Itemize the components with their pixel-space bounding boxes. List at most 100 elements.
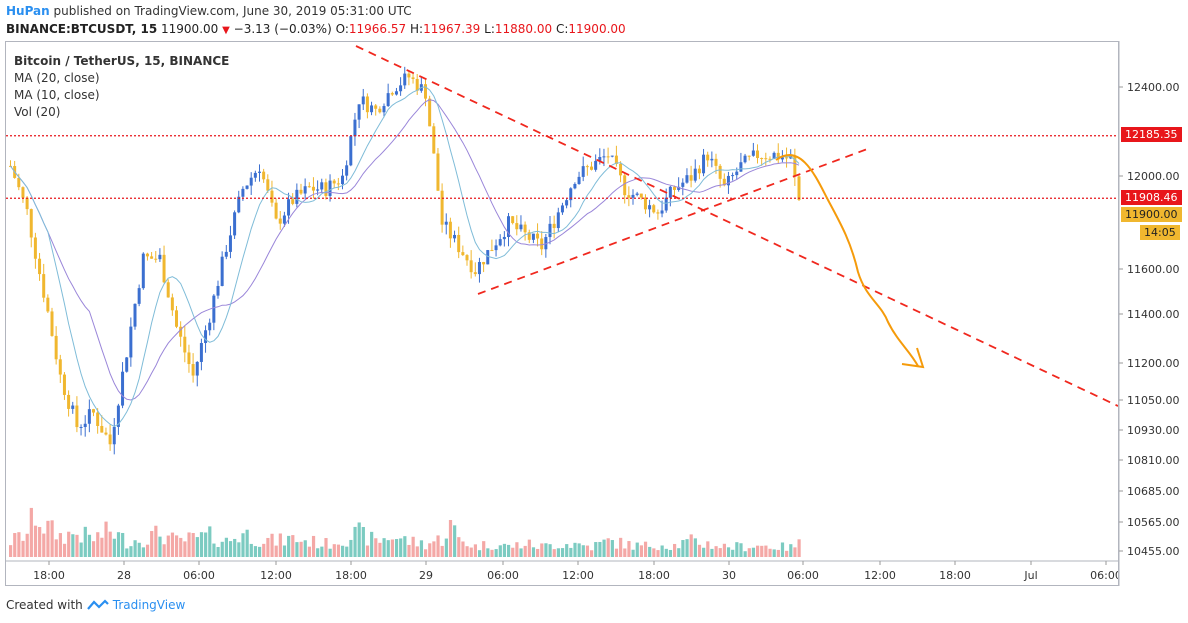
- candle-body: [428, 98, 432, 127]
- volume-bar: [656, 550, 660, 557]
- candle-body: [361, 96, 365, 105]
- price-tick-label: 10930.00: [1127, 424, 1180, 437]
- candle-body: [386, 93, 390, 107]
- candle-body: [498, 239, 502, 246]
- volume-bar: [253, 546, 258, 557]
- candle-body: [760, 158, 764, 160]
- volume-bar: [345, 546, 349, 557]
- volume-bar: [714, 546, 718, 557]
- candle-body: [112, 426, 116, 445]
- volume-bar: [428, 543, 432, 557]
- candle-body: [556, 212, 560, 229]
- volume-bar: [444, 538, 448, 557]
- volume-bar: [154, 525, 158, 557]
- tradingview-brand[interactable]: TradingView: [112, 598, 186, 612]
- volume-bar: [718, 548, 722, 557]
- candle-body: [523, 224, 527, 233]
- candle-body: [79, 427, 83, 429]
- candle-body: [751, 150, 755, 156]
- volume-bar: [13, 533, 17, 557]
- legend-vol[interactable]: Vol (20): [14, 105, 61, 119]
- volume-bar: [262, 543, 266, 557]
- candle-body: [195, 361, 199, 376]
- candle-body: [560, 205, 564, 213]
- candle-body: [374, 105, 378, 109]
- volume-bar: [96, 532, 100, 557]
- volume-bar: [639, 545, 643, 557]
- author-name[interactable]: HuPan: [6, 4, 50, 18]
- candle-body: [477, 262, 481, 275]
- low-value: 11880.00: [494, 22, 553, 36]
- volume-bar: [245, 529, 249, 557]
- candle-body: [577, 176, 581, 184]
- volume-bar: [175, 535, 179, 557]
- candle-body: [316, 189, 320, 191]
- volume-bar: [664, 548, 668, 557]
- ma10-line: [10, 86, 800, 427]
- volume-bar: [133, 540, 137, 557]
- level-upper-tag: 12185.35: [1121, 127, 1182, 142]
- volume-bar: [710, 548, 714, 557]
- candle-body: [785, 157, 789, 159]
- chart-pane[interactable]: 18:00 28 06:00 12:00 18:00 29 06:00 12:00 18:00 3…: [5, 41, 1119, 586]
- volume-bar: [46, 520, 50, 557]
- volume-bar: [619, 537, 623, 557]
- candle-body: [743, 155, 747, 163]
- volume-bar: [411, 536, 415, 557]
- volume-bar: [735, 542, 739, 557]
- volume-bar: [195, 537, 199, 557]
- candle-body: [635, 193, 639, 195]
- legend-ma20[interactable]: MA (20, close): [14, 71, 100, 85]
- volume-bar: [42, 533, 46, 557]
- volume-bar: [756, 545, 760, 557]
- volume-bar: [743, 551, 747, 557]
- candle-body: [490, 250, 494, 252]
- price-chart[interactable]: 18:00 28 06:00 12:00 18:00 29 06:00 12:00 18:00 3…: [6, 42, 1119, 586]
- candle-body: [274, 202, 278, 219]
- candle-body: [137, 288, 141, 304]
- volume-bar: [187, 532, 191, 557]
- candle-body: [233, 212, 237, 236]
- candle-body: [390, 93, 394, 95]
- volume-bar: [386, 540, 390, 557]
- price-tick-label: 12400.00: [1127, 81, 1180, 94]
- candle-body: [598, 156, 602, 161]
- volume-bar: [141, 547, 145, 557]
- volume-bar: [324, 538, 328, 557]
- price-tick-label: 12000.00: [1127, 170, 1180, 183]
- volume-bar: [768, 548, 772, 557]
- candle-body: [614, 155, 618, 165]
- price-tick-label: 11200.00: [1127, 357, 1180, 370]
- candle-body: [643, 197, 647, 210]
- price-axis[interactable]: 12400.00 12000.00 11600.00 11400.00 11200.00…: [1118, 41, 1188, 586]
- candle-body: [141, 253, 145, 289]
- volume-bar: [378, 542, 382, 557]
- candle-body: [606, 156, 610, 158]
- volume-bar: [697, 544, 702, 557]
- volume-bar: [560, 548, 565, 557]
- candle-body: [83, 423, 87, 428]
- candle-body: [648, 205, 652, 210]
- candle-body: [179, 326, 183, 337]
- candle-body: [237, 196, 241, 213]
- time-tick-label: 28: [117, 569, 131, 582]
- legend-ma10[interactable]: MA (10, close): [14, 88, 100, 102]
- candle-body: [768, 158, 772, 160]
- candle-body: [664, 197, 668, 211]
- volume-bar: [627, 541, 631, 557]
- volume-bar: [237, 542, 241, 557]
- candle-body: [162, 254, 166, 283]
- candle-body: [150, 256, 154, 259]
- time-tick-label: 12:00: [562, 569, 594, 582]
- volume-bar: [249, 543, 253, 557]
- volume-bar: [623, 548, 627, 557]
- candle-body: [548, 223, 552, 238]
- candle-body: [444, 221, 448, 225]
- volume-bar: [764, 545, 768, 557]
- volume-bar: [565, 544, 569, 557]
- candle-body: [378, 108, 382, 113]
- volume-bar: [502, 543, 507, 557]
- candle-body: [581, 166, 585, 177]
- candle-body: [507, 216, 510, 237]
- candle-body: [668, 186, 672, 198]
